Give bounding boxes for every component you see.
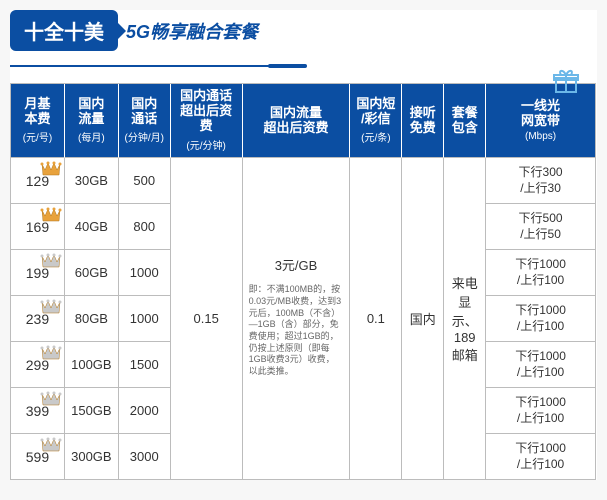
table-cell: 60GB [65,250,119,296]
table-cell: 下行500/上行50 [486,204,596,250]
table-cell: 129 [11,158,65,204]
crown-icon [40,436,62,457]
table-cell: 3000 [119,434,171,480]
table-cell: 399 [11,388,65,434]
table-cell: 80GB [65,296,119,342]
crown-icon [40,252,62,273]
title-tag: 十全十美 [10,10,118,51]
crown-icon [40,344,62,365]
table-cell: 150GB [65,388,119,434]
table-cell: 199 [11,250,65,296]
table-cell: 40GB [65,204,119,250]
table-cell: 2000 [119,388,171,434]
table-cell: 下行1000/上行100 [486,434,596,480]
table-cell: 下行1000/上行100 [486,342,596,388]
crown-icon [40,206,62,227]
table-cell: 800 [119,204,171,250]
table-cell: 来电显示、189邮箱 [444,158,486,480]
table-cell: 299 [11,342,65,388]
table-cell: 0.1 [350,158,402,480]
table-cell: 1500 [119,342,171,388]
crown-icon [40,160,62,181]
table-cell: 239 [11,296,65,342]
title-bar: 十全十美 5G畅享融合套餐 [10,10,597,51]
column-header: 国内通话超出后资费(元/分钟) [171,84,243,158]
table-cell: 100GB [65,342,119,388]
gift-icon [551,66,581,101]
table-cell: 下行1000/上行100 [486,296,596,342]
table-cell: 3元/GB即：不满100MB的，按0.03元/MB收费，达到3元后，100MB（… [243,158,351,480]
table-cell: 300GB [65,434,119,480]
column-header: 接听免费 [402,84,444,158]
table-cell: 下行1000/上行100 [486,388,596,434]
column-header: 国内流量(每月) [65,84,119,158]
table-cell: 下行1000/上行100 [486,250,596,296]
crown-icon [40,390,62,411]
crown-icon [40,298,62,319]
table-cell: 599 [11,434,65,480]
column-header: 国内短/彩信(元/条) [350,84,402,158]
table-cell: 下行300/上行30 [486,158,596,204]
title-sub: 5G畅享融合套餐 [126,18,258,44]
table-cell: 1000 [119,250,171,296]
column-header: 国内通话(分钟/月) [119,84,171,158]
column-header: 套餐包含 [444,84,486,158]
table-cell: 1000 [119,296,171,342]
table-cell: 500 [119,158,171,204]
column-header: 月基本费(元/号) [11,84,65,158]
table-cell: 169 [11,204,65,250]
plan-table: 月基本费(元/号)129169199239299399599国内流量(每月)30… [10,83,596,480]
title-underline [10,63,597,69]
table-cell: 国内 [402,158,444,480]
column-header: 国内流量超出后资费 [243,84,351,158]
table-cell: 30GB [65,158,119,204]
table-cell: 0.15 [171,158,243,480]
